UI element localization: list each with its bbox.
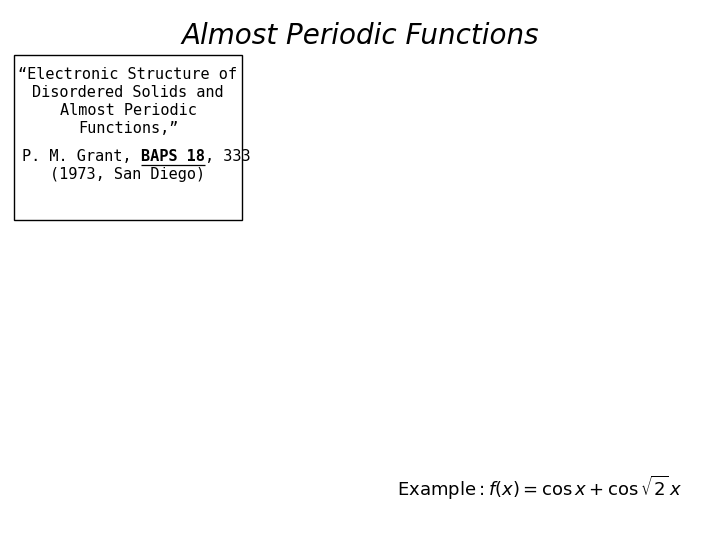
Text: Almost Periodic: Almost Periodic <box>60 103 197 118</box>
Text: P. M. Grant,: P. M. Grant, <box>22 149 140 164</box>
Text: Disordered Solids and: Disordered Solids and <box>32 85 224 100</box>
Text: Functions,”: Functions,” <box>78 121 178 136</box>
Text: $\mathrm{Example} : f(x) = \cos x + \cos \sqrt{2}\, x$: $\mathrm{Example} : f(x) = \cos x + \cos… <box>397 474 683 502</box>
Text: (1973, San Diego): (1973, San Diego) <box>50 167 206 182</box>
Text: , 333: , 333 <box>205 149 251 164</box>
Text: “Electronic Structure of: “Electronic Structure of <box>19 67 238 82</box>
Text: BAPS 18: BAPS 18 <box>141 149 205 164</box>
Text: Almost Periodic Functions: Almost Periodic Functions <box>181 22 539 50</box>
Bar <box>14 55 242 220</box>
